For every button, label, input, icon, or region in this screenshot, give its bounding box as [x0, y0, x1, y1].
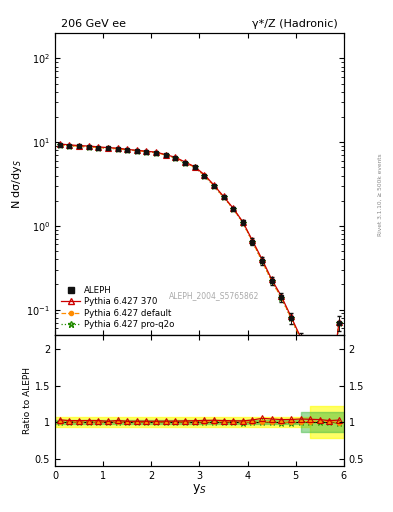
Y-axis label: Ratio to ALEPH: Ratio to ALEPH: [23, 367, 32, 434]
Y-axis label: N dσ/dy$_S$: N dσ/dy$_S$: [9, 159, 24, 209]
Text: Rivet 3.1.10, ≥ 500k events: Rivet 3.1.10, ≥ 500k events: [378, 153, 383, 236]
Text: γ*/Z (Hadronic): γ*/Z (Hadronic): [252, 19, 338, 29]
Text: ALEPH_2004_S5765862: ALEPH_2004_S5765862: [169, 291, 259, 300]
X-axis label: y$_S$: y$_S$: [192, 482, 207, 496]
Text: 206 GeV ee: 206 GeV ee: [61, 19, 126, 29]
Legend: ALEPH, Pythia 6.427 370, Pythia 6.427 default, Pythia 6.427 pro-q2o: ALEPH, Pythia 6.427 370, Pythia 6.427 de…: [59, 285, 176, 331]
